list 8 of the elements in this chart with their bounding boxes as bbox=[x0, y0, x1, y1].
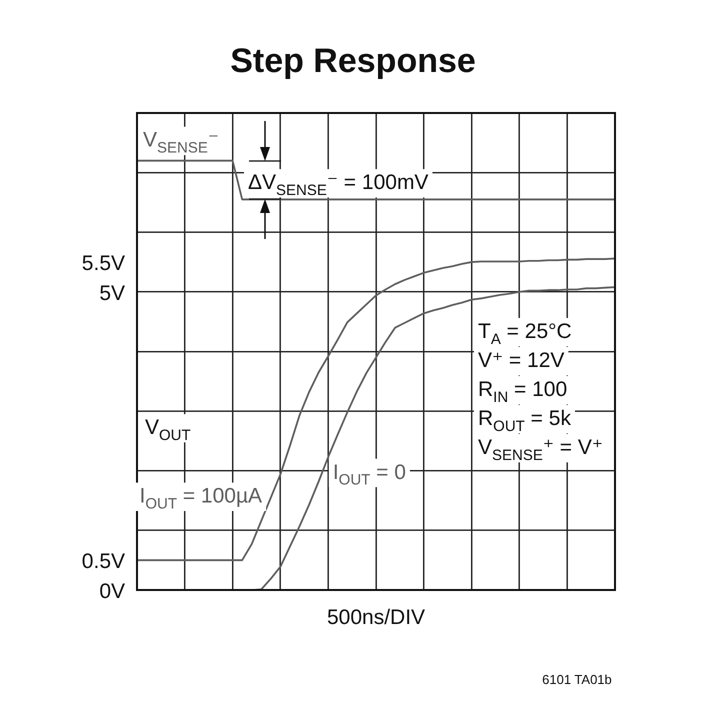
x-axis-title: 500ns/DIV bbox=[326, 606, 426, 629]
y-tick-label: 0V bbox=[99, 580, 125, 603]
chart-title: Step Response bbox=[230, 42, 476, 80]
y-tick-label: 0.5V bbox=[82, 550, 126, 574]
text: 6101 TA01b bbox=[542, 672, 612, 687]
annotation: V⁺ = 12V bbox=[478, 349, 564, 372]
y-tick-label: 5V bbox=[99, 282, 125, 305]
y-tick-label: 5.5V bbox=[82, 252, 126, 276]
